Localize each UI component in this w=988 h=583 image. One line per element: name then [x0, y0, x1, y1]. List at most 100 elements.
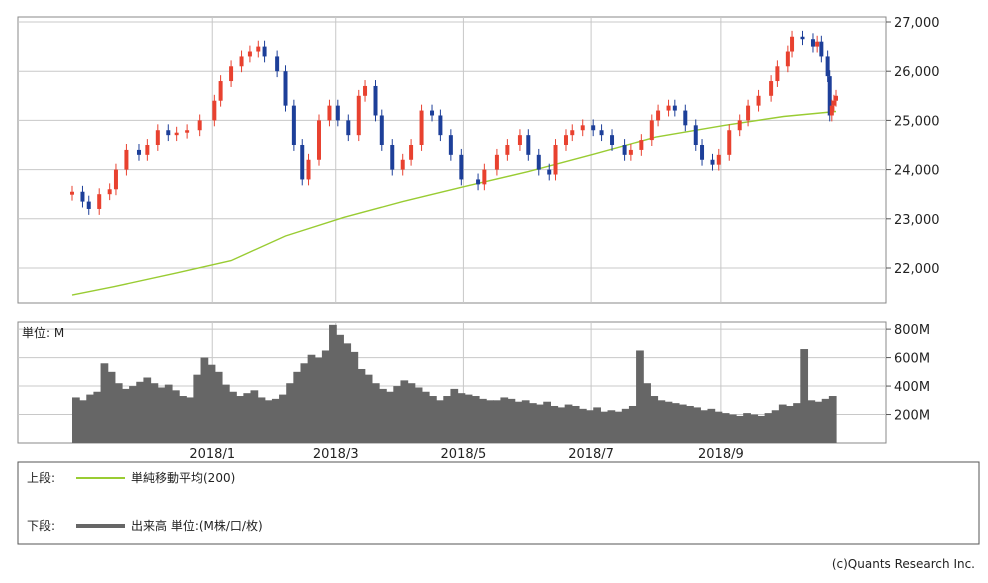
candle-body — [737, 120, 742, 131]
volume-bar — [464, 394, 473, 443]
volume-bar — [743, 413, 751, 443]
candle-body — [810, 39, 815, 47]
candle-body — [716, 154, 721, 165]
volume-bar — [236, 396, 244, 443]
volume-bar — [664, 401, 673, 443]
x-tick-label: 2018/1 — [189, 447, 235, 462]
candle-body — [656, 110, 661, 121]
candle-body — [166, 130, 171, 136]
candle-body — [70, 191, 74, 195]
volume-bar — [693, 407, 701, 443]
candle-body — [113, 169, 118, 190]
volume-bar — [621, 408, 630, 443]
volume-bar — [728, 414, 737, 443]
volume-y-tick-label: 400M — [894, 380, 930, 395]
volume-bar — [821, 398, 830, 443]
candle-body — [174, 132, 179, 136]
price-y-tick-label: 22,000 — [894, 262, 940, 277]
volume-bar — [336, 334, 344, 443]
candle-body — [672, 105, 677, 111]
volume-bar — [528, 403, 537, 443]
volume-bar — [714, 411, 723, 443]
volume-bar — [757, 415, 766, 443]
volume-bar — [764, 413, 773, 443]
volume-bar — [700, 410, 709, 443]
volume-bar — [771, 410, 780, 443]
volume-bar — [814, 401, 823, 443]
volume-bar — [678, 404, 687, 443]
candle-body — [494, 154, 499, 170]
candle-body — [306, 159, 311, 180]
volume-bar — [450, 388, 459, 443]
volume-bar — [200, 357, 209, 443]
volume-bar — [221, 384, 230, 443]
volume-bar — [407, 383, 416, 443]
candle-body — [693, 125, 698, 145]
volume-bar — [557, 407, 566, 443]
volume-bar — [778, 404, 787, 443]
volume-bar — [521, 400, 530, 443]
candle-body — [827, 76, 832, 116]
volume-bar — [79, 400, 87, 443]
volume-bar — [657, 400, 666, 443]
volume-bar — [807, 400, 816, 443]
volume-bar — [157, 387, 166, 443]
volume-bar — [350, 351, 359, 443]
price-y-tick-label: 25,000 — [894, 114, 940, 129]
candle-body — [327, 105, 332, 121]
candle-body — [218, 81, 223, 101]
volume-bar — [129, 386, 137, 443]
candle-body — [107, 189, 112, 195]
volume-bar — [443, 396, 452, 443]
volume-bar — [86, 394, 95, 443]
volume-unit-label: 単位: M — [22, 325, 64, 340]
candle-body — [262, 46, 267, 57]
volume-y-tick-label: 200M — [894, 409, 930, 424]
volume-bar — [250, 390, 259, 443]
candle-body — [775, 66, 780, 82]
candle-body — [825, 56, 830, 77]
candle-body — [212, 100, 217, 121]
volume-bar — [257, 397, 266, 443]
x-tick-label: 2018/9 — [698, 447, 744, 462]
candle-body — [819, 41, 824, 57]
volume-bar — [543, 401, 551, 443]
legend-box: 上段: 単純移動平均(200) 下段: 出来高 単位:(M株/口/枚) — [17, 461, 980, 545]
candle-body — [800, 36, 805, 40]
legend-upper-label: 上段: — [27, 470, 55, 485]
legend-lower-label: 下段: — [27, 518, 55, 533]
candle-body — [505, 145, 510, 155]
volume-bar — [343, 343, 352, 443]
volume-bar — [150, 383, 159, 443]
volume-bar — [786, 405, 794, 443]
volume-bar — [364, 374, 373, 443]
volume-bar — [329, 324, 337, 443]
volume-bar — [486, 400, 494, 443]
candle-body — [599, 130, 604, 136]
volume-bar — [271, 398, 280, 443]
volume-bar — [393, 386, 402, 443]
volume-bar — [514, 401, 523, 443]
moving-average-line — [71, 110, 837, 296]
candle-body — [275, 56, 280, 72]
credit-text: (c)Quants Research Inc. — [832, 557, 975, 571]
candle-body — [438, 115, 443, 136]
candle-body — [145, 145, 150, 155]
candle-body — [526, 135, 531, 155]
volume-bars — [72, 324, 837, 443]
candle-body — [476, 179, 481, 185]
price-y-axis: 27,000 26,000 25,000 24,000 23,000 22,000 — [886, 16, 940, 277]
volume-bar — [500, 397, 509, 443]
candle-body — [591, 125, 596, 131]
volume-bar — [143, 377, 152, 443]
volume-bar — [721, 413, 730, 443]
volume-bar — [93, 391, 102, 443]
candle-body — [683, 110, 688, 126]
volume-bar — [421, 391, 430, 443]
volume-bar — [300, 363, 309, 443]
volume-bar — [121, 388, 130, 443]
volume-bar — [107, 371, 116, 443]
candle-body — [300, 145, 305, 180]
candle-body — [419, 110, 424, 145]
